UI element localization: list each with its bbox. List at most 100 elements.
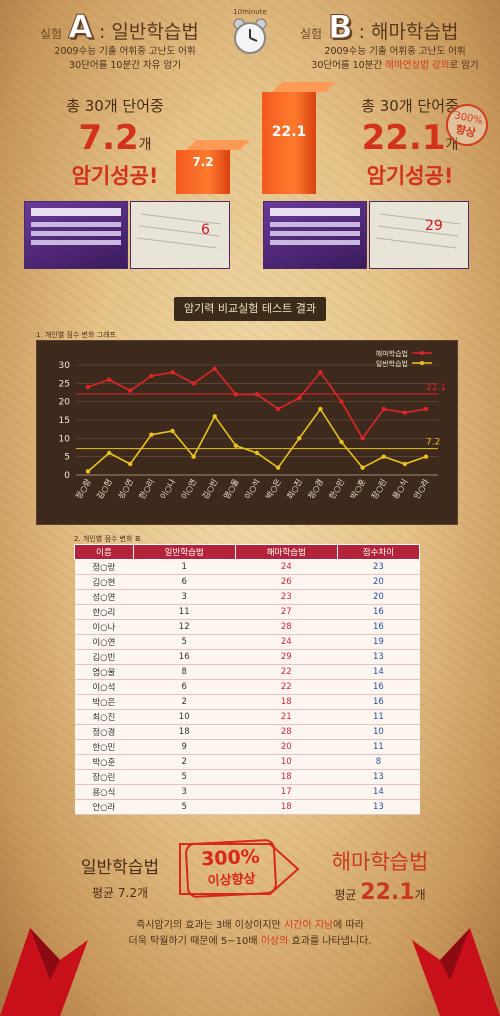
table-cell: 13: [337, 769, 420, 785]
data-point: [106, 450, 112, 456]
table-cell: 안○라: [74, 799, 134, 815]
summary-right-avg-value: 22.1: [360, 880, 415, 905]
exp-b-desc-line2c: 로 암기: [449, 60, 479, 71]
table-cell: 5: [133, 769, 236, 785]
data-point: [423, 454, 429, 459]
y-tick-label: 5: [64, 453, 70, 463]
data-point: [170, 370, 175, 375]
bar-b-label: 22.1: [271, 124, 307, 140]
x-tick-label: 염○울: [222, 478, 241, 501]
footer-line1a: 즉시암기의 효과는 3배 이상이지만: [136, 920, 284, 931]
table-cell: 이○나: [74, 619, 134, 635]
table-cell: 2: [133, 754, 236, 770]
x-tick-label: 정○경: [306, 477, 326, 501]
data-point: [297, 395, 302, 401]
summary-right-avg-prefix: 평균: [334, 888, 361, 902]
table-row: 이○연 5 24 19: [74, 634, 420, 650]
table-cell: 21: [235, 709, 338, 725]
data-point: [233, 392, 239, 397]
table-cell: 24: [235, 634, 338, 650]
table-cell: 성○연: [74, 589, 134, 605]
table-cell: 염○울: [74, 664, 134, 680]
table-cell: 6: [133, 574, 236, 590]
data-point: [170, 428, 175, 434]
table-cell: 9: [133, 739, 236, 755]
y-tick-label: 25: [59, 379, 70, 389]
table-cell: 5: [133, 799, 236, 815]
data-point: [297, 436, 302, 441]
table-row: 박○은 2 18 16: [74, 694, 420, 710]
data-point: [233, 443, 239, 448]
exp-b-desc-highlight: 해마연상법 강의: [385, 60, 450, 71]
x-tick-label: 한○민: [327, 477, 347, 501]
data-point: [191, 381, 196, 386]
summary-left: 일반학습법 평균 7.2개: [60, 853, 180, 901]
exp-a-desc-line1: 2009수능 기출 어휘중 고난도 어휘: [54, 46, 196, 57]
table-cell: 23: [235, 589, 338, 605]
table-cell: 18: [133, 724, 236, 740]
table-cell: 18: [235, 799, 338, 815]
table-cell: 24: [235, 559, 338, 575]
exp-a-unit: 개: [138, 137, 152, 153]
table-row: 최○진 10 21 11: [74, 709, 420, 725]
exp-b-prefix: 실험: [300, 27, 323, 41]
summary-left-avg: 평균 7.2개: [91, 886, 149, 900]
table-cell: 18: [235, 694, 338, 710]
clock: 10minute: [228, 8, 272, 60]
score-table-header: 이름 일반학습법 해마학습법 점수차이: [74, 544, 421, 560]
table-cell: 16: [337, 604, 420, 620]
exp-a-desc: 2009수능 기출 어휘중 고난도 어휘 30단어를 10분간 자유 암기: [40, 45, 210, 73]
exp-a-heading: 실험 A : 일반학습법: [40, 8, 199, 47]
summary-left-title: 일반학습법: [80, 858, 160, 878]
improvement-stamp: 300% 이상향상: [184, 838, 278, 899]
table-cell: 16: [133, 649, 236, 665]
table-cell: 2: [133, 694, 236, 710]
table-cell: 16: [337, 619, 420, 635]
data-point: [402, 410, 408, 415]
y-tick-label: 20: [59, 398, 71, 408]
data-point: [381, 454, 386, 459]
exp-b-total: 총 30개 단어중: [361, 97, 459, 115]
footer-line1-highlight: 시간이 지남: [283, 920, 334, 931]
data-point: [106, 377, 112, 382]
data-point: [254, 392, 260, 397]
table-cell: 10: [133, 709, 236, 725]
x-tick-label: 이○연: [179, 477, 199, 501]
exp-a-desc-line2: 30단어를 10분간 자유 암기: [69, 60, 181, 71]
data-point: [275, 406, 281, 412]
data-point: [128, 461, 133, 467]
answer-sheet-icon: 6: [136, 213, 222, 249]
bar-b: 22.1: [262, 92, 316, 194]
exp-a-success: 암기성공!: [71, 164, 159, 188]
table-cell: 10: [337, 724, 420, 740]
x-tick-label: 김○빈: [200, 477, 220, 501]
table-cell: 8: [337, 754, 420, 770]
table-cell: 10: [235, 754, 338, 770]
exp-a-photo-screen: [24, 201, 128, 269]
exp-b-result: 총 30개 단어중 22.1개 암기성공!: [330, 95, 490, 190]
table-cell: 11: [133, 604, 236, 620]
exp-a-prefix: 실험: [40, 27, 63, 41]
x-tick-label: 이○나: [158, 476, 178, 500]
exp-b-desc: 2009수능 기출 어휘중 고난도 어휘 30단어를 10분간 해마연상법 강의…: [300, 45, 490, 73]
table-cell: 이○석: [74, 679, 134, 695]
data-point: [85, 384, 91, 390]
table-header-cell: 일반학습법: [132, 544, 236, 560]
svg-text:6: 6: [201, 222, 210, 238]
table-cell: 용○식: [74, 784, 134, 800]
footer-line2a: 더욱 탁월하기 때문에 5~10배: [128, 936, 261, 947]
table-row: 정○경 18 28 10: [74, 724, 420, 740]
legend-label: 일반학습법: [376, 359, 408, 368]
x-tick-label: 정○랑: [73, 476, 93, 500]
table-header-cell: 해마학습법: [234, 544, 338, 560]
x-tick-label: 최○진: [284, 477, 304, 501]
table-row: 염○울 8 22 14: [74, 664, 420, 680]
y-tick-label: 15: [59, 416, 70, 426]
table-row: 장○린 5 18 13: [74, 769, 420, 785]
table-row: 용○식 3 17 14: [74, 784, 420, 800]
table-cell: 6: [133, 679, 236, 695]
legend-marker: [420, 361, 424, 365]
table-cell: 한○민: [74, 739, 134, 755]
average-label: 22.1: [426, 383, 446, 393]
